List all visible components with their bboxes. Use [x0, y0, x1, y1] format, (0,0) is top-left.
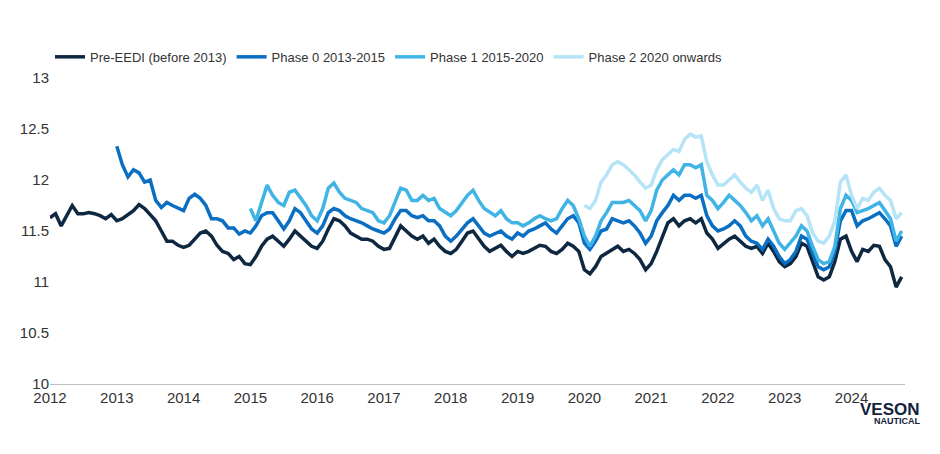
svg-text:Phase 1 2015-2020: Phase 1 2015-2020: [430, 50, 543, 65]
svg-text:12: 12: [32, 171, 49, 188]
svg-text:2021: 2021: [634, 389, 667, 406]
svg-text:2012: 2012: [33, 389, 66, 406]
svg-text:13: 13: [32, 69, 49, 86]
svg-text:2022: 2022: [701, 389, 734, 406]
svg-text:11.5: 11.5: [21, 222, 49, 239]
svg-text:NAUTICAL: NAUTICAL: [874, 416, 920, 426]
svg-text:Pre-EEDI (before 2013): Pre-EEDI (before 2013): [90, 50, 227, 65]
svg-text:VESON: VESON: [860, 400, 920, 419]
svg-text:Phase 2 2020 onwards: Phase 2 2020 onwards: [589, 50, 722, 65]
svg-text:Phase 0 2013-2015: Phase 0 2013-2015: [272, 50, 385, 65]
svg-text:2020: 2020: [568, 389, 601, 406]
svg-text:11: 11: [33, 273, 49, 290]
svg-text:12.5: 12.5: [20, 120, 49, 137]
svg-text:10: 10: [32, 375, 49, 392]
svg-text:10.5: 10.5: [20, 324, 49, 341]
svg-text:2024: 2024: [835, 389, 868, 406]
svg-text:2019: 2019: [501, 389, 534, 406]
svg-text:2014: 2014: [167, 389, 200, 406]
svg-text:2017: 2017: [367, 389, 400, 406]
svg-text:2015: 2015: [234, 389, 267, 406]
svg-text:2013: 2013: [100, 389, 133, 406]
svg-text:2016: 2016: [301, 389, 334, 406]
svg-text:2023: 2023: [768, 389, 801, 406]
svg-text:2018: 2018: [434, 389, 467, 406]
